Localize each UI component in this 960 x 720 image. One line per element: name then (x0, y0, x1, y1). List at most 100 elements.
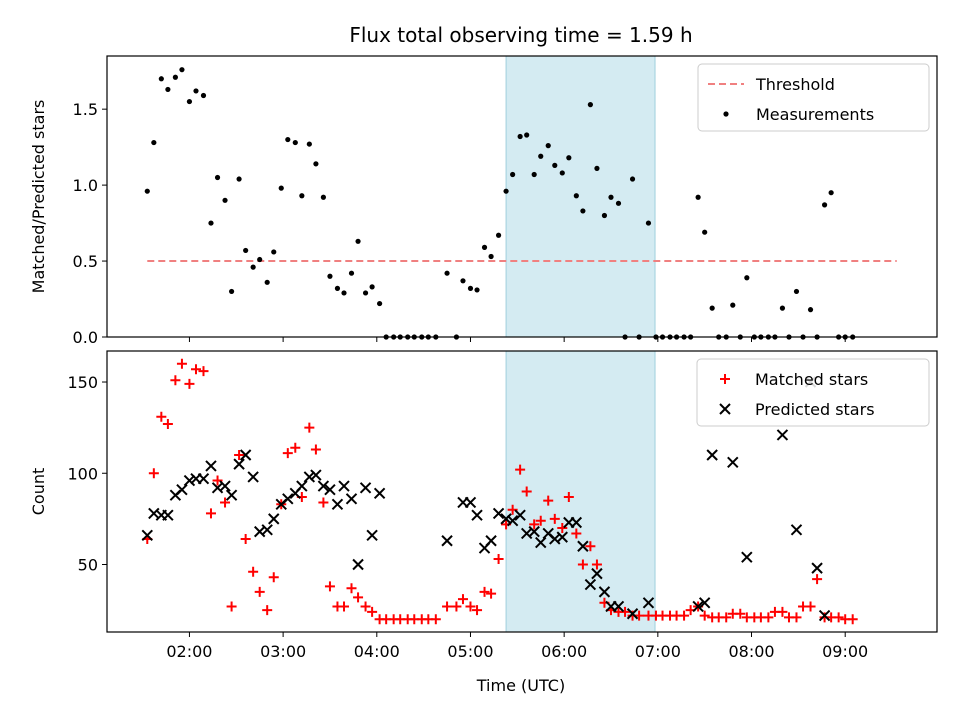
data-point (261, 524, 273, 536)
series-matched-stars (142, 358, 858, 625)
data-point (557, 522, 568, 533)
data-point (156, 411, 167, 422)
data-point (268, 572, 279, 583)
data-point (148, 468, 159, 479)
x-tick-label: 07:00 (635, 642, 681, 661)
data-point (306, 141, 312, 147)
x-tick-label: 06:00 (541, 642, 587, 661)
data-point (744, 275, 750, 281)
data-point (285, 136, 291, 143)
data-point (369, 284, 375, 290)
data-point (535, 536, 547, 549)
data-point (282, 448, 293, 459)
legend: Threshold Measurements (697, 63, 930, 132)
data-point (485, 535, 497, 547)
data-point (563, 491, 574, 502)
legend-label: Predicted stars (755, 400, 875, 419)
data-point (791, 612, 802, 623)
data-point (776, 429, 789, 441)
data-point (531, 171, 537, 178)
data-point (303, 471, 316, 483)
data-point (334, 285, 341, 291)
x-tick-label: 08:00 (728, 642, 774, 661)
data-point (362, 290, 369, 296)
data-point (833, 612, 844, 623)
data-point (698, 597, 711, 609)
data-point (556, 531, 568, 543)
axes-frame (106, 350, 938, 633)
data-point (176, 358, 187, 369)
data-point (721, 612, 732, 623)
data-point (570, 516, 583, 529)
data-point (699, 610, 710, 621)
data-point (741, 551, 753, 563)
data-point (481, 244, 488, 250)
data-point (228, 288, 235, 295)
y-tick-label: 150 (67, 373, 98, 392)
data-point (304, 422, 315, 433)
data-point (790, 524, 803, 536)
data-point (442, 601, 453, 612)
data-point (339, 601, 350, 612)
data-point (805, 601, 816, 612)
data-point (220, 497, 231, 508)
legend-x-swatch (719, 403, 731, 415)
legend-box (697, 63, 930, 132)
data-point (367, 606, 378, 617)
data-point (515, 464, 526, 475)
x-tick-label: 09:00 (822, 642, 868, 661)
y-tick-label: 0.0 (73, 328, 98, 347)
data-point (254, 586, 265, 597)
observing-window-span (505, 55, 656, 338)
data-point (441, 535, 453, 547)
data-point (186, 98, 193, 105)
data-point (197, 473, 210, 485)
data-point (176, 483, 188, 496)
ratio-panel: 0.0 0.5 1.0 1.5 Matched/Predicted stars Thres… (29, 55, 938, 347)
data-point (250, 264, 256, 270)
data-point (318, 497, 329, 508)
data-point (492, 507, 505, 520)
legend-plus-swatch (720, 374, 730, 384)
data-point (198, 366, 209, 377)
data-point (493, 554, 504, 565)
data-point (821, 202, 828, 208)
data-point (236, 176, 242, 182)
data-point (190, 364, 201, 375)
data-point (828, 190, 834, 196)
legend-dot-swatch (723, 111, 729, 117)
data-point (706, 449, 718, 461)
y-axis-label: Count (29, 468, 48, 516)
data-point (457, 594, 468, 605)
data-point (264, 279, 270, 285)
x-tick-label: 05:00 (447, 642, 493, 661)
data-point (571, 528, 582, 539)
data-point (467, 285, 474, 291)
legend-label: Measurements (756, 105, 874, 124)
data-point (807, 307, 814, 313)
data-point (278, 185, 284, 191)
data-point (200, 92, 207, 99)
data-point (472, 605, 483, 616)
data-point (268, 513, 280, 525)
data-point (598, 586, 611, 598)
data-point (355, 238, 361, 244)
x-axis-label: Time (UTC) (476, 676, 565, 695)
y-tick-label: 1.5 (73, 100, 98, 119)
data-point (779, 305, 786, 311)
data-point (226, 601, 237, 612)
data-point (451, 601, 462, 612)
data-point (348, 270, 355, 276)
x-tick-label: 02:00 (166, 642, 212, 661)
y-tick-label: 0.5 (73, 252, 98, 271)
data-point (510, 171, 516, 178)
data-point (488, 253, 494, 260)
data-point (162, 509, 174, 521)
data-point (205, 508, 216, 519)
data-point (184, 378, 195, 389)
x-tick-label: 04:00 (354, 642, 400, 661)
data-point (359, 482, 372, 494)
data-point (594, 165, 600, 171)
data-point (584, 578, 597, 591)
